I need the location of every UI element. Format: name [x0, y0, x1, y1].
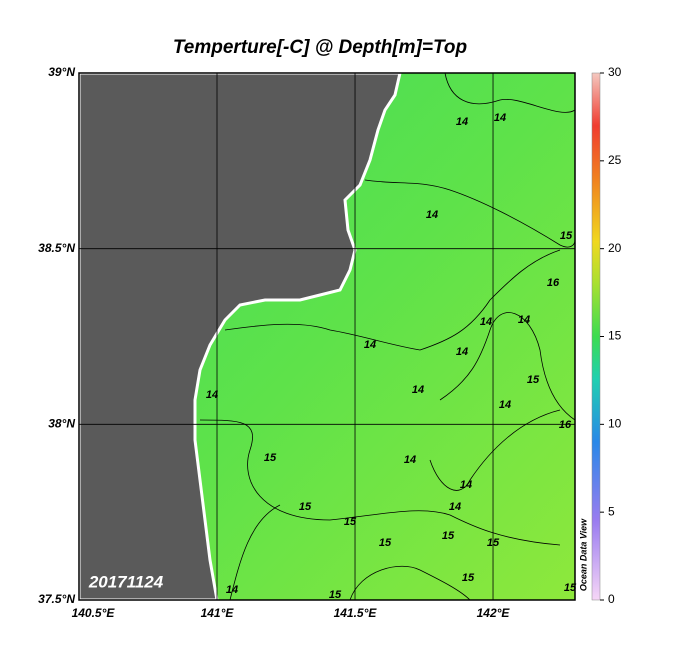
contour-label: 14 — [460, 479, 472, 491]
contour-line — [444, 72, 576, 113]
date-label: 20171124 — [88, 572, 164, 591]
colorbar-tick-label: 10 — [608, 417, 622, 431]
contour-label: 15 — [462, 572, 475, 584]
lat-tick-label: 38.5°N — [38, 241, 75, 255]
contour-label: 14 — [426, 209, 438, 221]
contour-label: 14 — [449, 501, 461, 513]
contour-label: 14 — [404, 454, 416, 466]
contour-label: 15 — [527, 374, 540, 386]
contour-label: 14 — [518, 314, 530, 326]
contour-label: 16 — [547, 277, 560, 289]
contour-line — [439, 312, 576, 421]
contour-label: 15 — [564, 582, 577, 594]
contour-line — [229, 504, 471, 601]
contour-label: 16 — [559, 419, 572, 431]
contour-label: 14 — [364, 339, 376, 351]
contour-label: 15 — [329, 589, 342, 601]
lon-tick-label: 142°E — [477, 606, 511, 620]
contours — [199, 72, 576, 601]
lon-tick-label: 140.5°E — [72, 606, 116, 620]
lat-tick-label: 38°N — [48, 417, 75, 431]
lon-tick-label: 141.5°E — [334, 606, 378, 620]
lon-tick-label: 141°E — [201, 606, 235, 620]
contour-line — [364, 179, 576, 248]
land — [77, 71, 402, 602]
contour-label: 14 — [456, 116, 468, 128]
contour-label: 14 — [226, 584, 238, 596]
credit: Ocean Data View — [578, 518, 588, 591]
lat-tick-label: 37.5°N — [38, 592, 75, 606]
lat-tick-label: 39°N — [48, 65, 75, 79]
contour-label: 15 — [299, 501, 312, 513]
contour-label: 15 — [344, 516, 357, 528]
contour-label: 14 — [494, 112, 506, 124]
contour-label: 15 — [264, 452, 277, 464]
contour-label: 15 — [560, 230, 573, 242]
colorbar-tick-label: 25 — [608, 153, 622, 167]
colorbar-tick-label: 0 — [608, 592, 615, 606]
colorbar-tick-label: 15 — [608, 329, 622, 343]
colorbar — [591, 72, 601, 601]
contour-line — [199, 419, 561, 546]
map-frame — [78, 72, 576, 601]
contour-label: 14 — [480, 316, 492, 328]
contour-label: 15 — [442, 530, 455, 542]
contour-label: 14 — [412, 384, 424, 396]
colorbar-tick-label: 30 — [608, 65, 622, 79]
contour-label: 14 — [206, 389, 218, 401]
title: Temperture[-C] @ Depth[m]=Top — [173, 37, 467, 58]
contour-label: 15 — [379, 537, 392, 549]
contour-line — [224, 249, 561, 351]
contour-line — [429, 409, 561, 491]
contour-label: 14 — [456, 346, 468, 358]
contour-label: 14 — [499, 399, 511, 411]
colorbar-tick-label: 5 — [608, 504, 615, 518]
contour-label: 15 — [487, 537, 500, 549]
colorbar-tick-label: 20 — [608, 241, 622, 255]
